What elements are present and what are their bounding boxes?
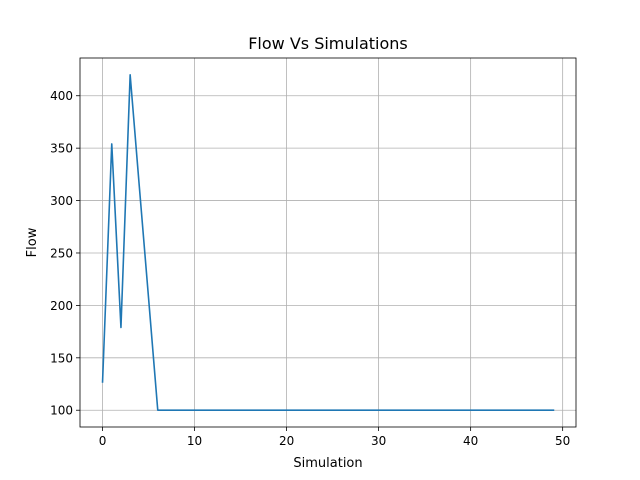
x-tick-label: 30 (371, 434, 386, 448)
chart-title: Flow Vs Simulations (248, 34, 408, 53)
x-axis-label: Simulation (293, 456, 362, 471)
grid-layer (80, 58, 576, 427)
x-tick-label: 40 (463, 434, 478, 448)
y-tick-label: 300 (50, 194, 73, 208)
y-tick-label: 250 (50, 246, 73, 260)
series-line (101, 73, 555, 412)
plot-frame (79, 57, 577, 428)
x-tick-label: 0 (99, 434, 107, 448)
x-tick-label: 10 (187, 434, 202, 448)
y-tick-label: 350 (50, 142, 73, 156)
ticks-layer: 0 10 20 30 40 50 100 150 200 250 300 350 400 (50, 89, 570, 448)
series-layer (101, 73, 555, 412)
y-tick-label: 400 (50, 89, 73, 103)
y-axis-label: Flow (25, 227, 40, 257)
x-tick-label: 50 (555, 434, 570, 448)
y-tick-label: 200 (50, 299, 73, 313)
x-tick-label: 20 (279, 434, 294, 448)
y-tick-label: 150 (50, 351, 73, 365)
y-tick-label: 100 (50, 404, 73, 418)
